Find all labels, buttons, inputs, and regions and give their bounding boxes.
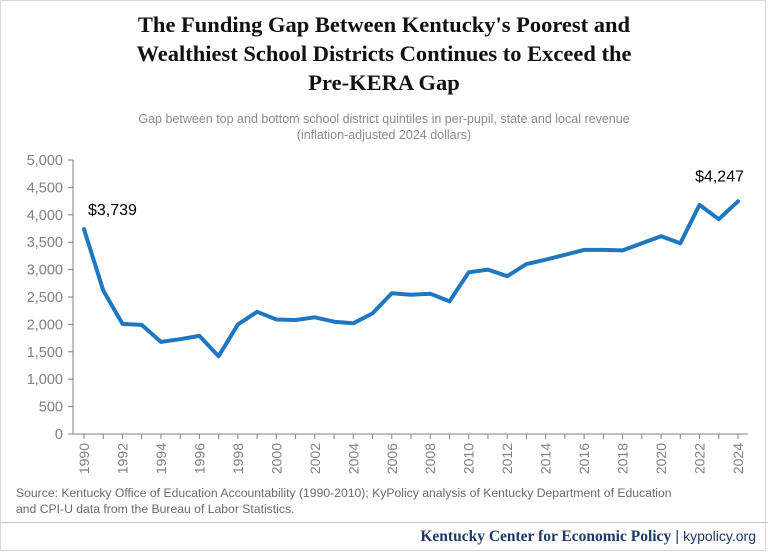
footer-separator: | [675,528,680,545]
subtitle-line: Gap between top and bottom school distri… [138,112,630,126]
data-point [178,337,182,341]
title-line: Pre-KERA Gap [308,70,460,95]
data-point [582,248,586,252]
y-tick-label: 2,500 [27,290,63,306]
data-label: $4,247 [695,168,744,185]
x-tick-label: 2002 [307,443,323,474]
x-tick-label: 2012 [499,443,515,474]
footer-bar: Kentucky Center for Economic Policy | kypo… [0,522,768,552]
chart-subtitle: Gap between top and bottom school distri… [0,111,768,143]
series-line [82,199,740,359]
x-tick-label: 1990 [76,443,92,474]
x-tick-label: 1994 [153,443,169,474]
y-tick-label: 3,000 [27,263,63,279]
data-point [409,293,413,297]
data-point [486,268,490,272]
footer-website-link[interactable]: kypolicy.org [683,528,756,544]
x-tick-label: 1998 [230,443,246,474]
data-point [159,340,163,344]
data-point [351,321,355,325]
data-point [698,203,702,207]
x-tick-label: 2004 [345,443,361,474]
data-point [120,322,124,326]
data-point [640,241,644,245]
data-point [101,288,105,292]
footer-org-name: Kentucky Center for Economic Policy [420,528,672,545]
x-tick-label: 2020 [653,443,669,474]
x-tick-label: 2024 [730,443,746,474]
y-tick-label: 0 [55,427,63,443]
data-point [82,227,86,231]
y-tick-label: 4,000 [27,208,63,224]
data-point [332,320,336,324]
data-point [428,292,432,296]
data-point [447,299,451,303]
data-point [313,315,317,319]
x-tick-label: 2010 [461,443,477,474]
data-point [717,217,721,221]
x-tick-label: 2008 [422,443,438,474]
data-point [197,334,201,338]
x-tick-label: 2016 [576,443,592,474]
data-point [371,311,375,315]
chart-title: The Funding Gap Between Kentucky's Poore… [0,10,768,97]
data-point [601,248,605,252]
x-tick-label: 1996 [191,443,207,474]
x-tick-label: 2014 [538,443,554,474]
y-tick-label: 3,500 [27,235,63,251]
x-tick-label: 2006 [384,443,400,474]
source-note: Source: Kentucky Office of Education Acc… [16,485,766,517]
data-point [736,199,740,203]
x-tick-label: 2018 [615,443,631,474]
source-line: and CPI-U data from the Bureau of Labor … [16,502,295,516]
data-point [505,274,509,278]
y-tick-label: 500 [39,400,63,416]
data-point [236,322,240,326]
x-tick-label: 2022 [692,443,708,474]
data-point [524,262,528,266]
y-tick-label: 5,000 [27,153,63,169]
data-point [544,258,548,262]
title-line: Wealthiest School Districts Continues to… [136,41,632,66]
title-line: The Funding Gap Between Kentucky's Poore… [137,12,631,37]
data-point [659,234,663,238]
data-point [294,318,298,322]
data-point [390,291,394,295]
x-tick-label: 2000 [268,443,284,474]
y-tick-label: 1,000 [27,372,63,388]
y-tick-label: 1,500 [27,345,63,361]
data-point [140,323,144,327]
data-point [563,253,567,257]
data-point [255,310,259,314]
data-point [217,354,221,358]
data-point [621,248,625,252]
data-label: $3,739 [88,202,137,219]
data-point [678,241,682,245]
subtitle-line: (inflation-adjusted 2024 dollars) [296,128,472,142]
x-tick-label: 1992 [114,443,130,474]
y-tick-label: 2,000 [27,317,63,333]
source-line: Source: Kentucky Office of Education Acc… [16,486,672,500]
y-tick-label: 4,500 [27,180,63,196]
data-point [467,270,471,274]
data-point [274,317,278,321]
